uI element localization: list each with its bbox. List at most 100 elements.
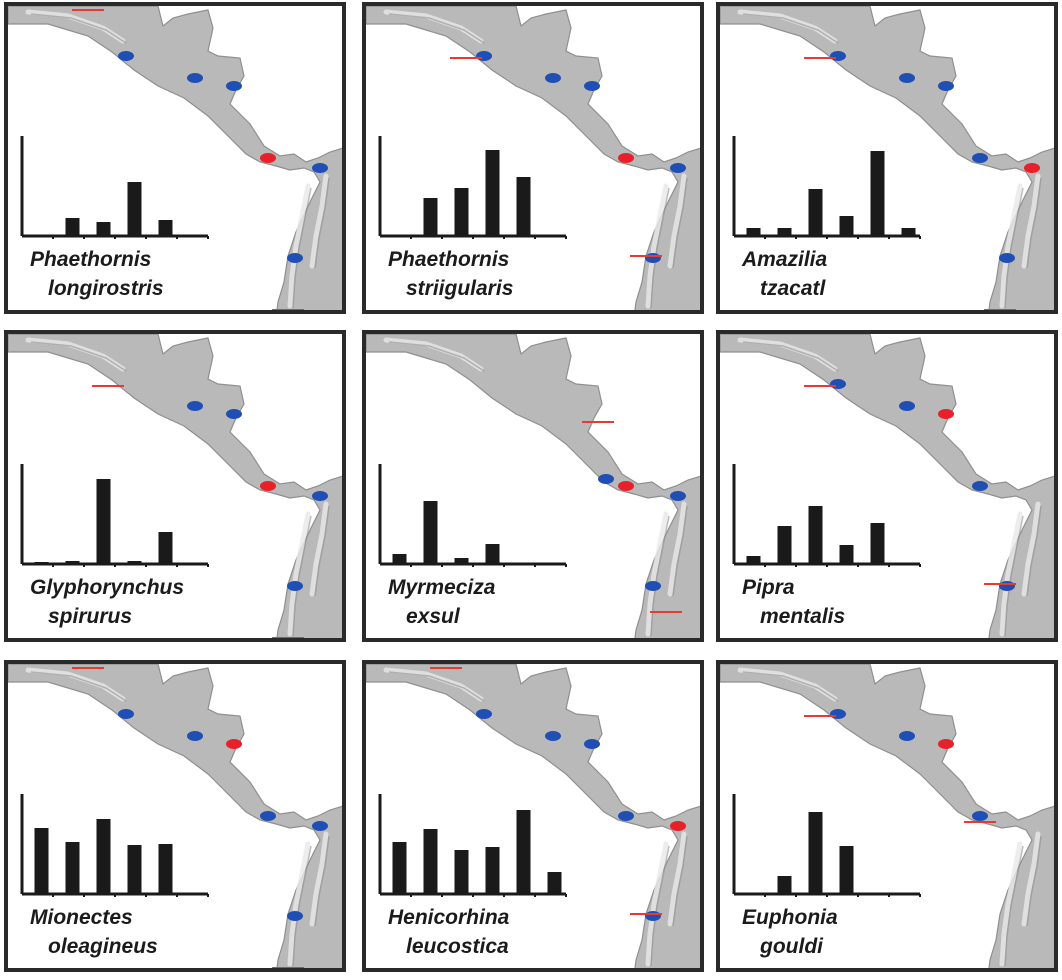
sampling-site-red	[938, 409, 954, 419]
sampling-site-red	[670, 821, 686, 831]
sampling-site-red	[226, 739, 242, 749]
species-name-genus: Mionectes	[30, 906, 133, 929]
sampling-site-blue	[476, 51, 492, 61]
ridge-shadow	[292, 845, 312, 967]
sampling-site-blue	[312, 163, 328, 173]
mountain-ridge	[287, 183, 311, 309]
ridge-shadow	[742, 341, 839, 372]
sampling-site-red	[260, 481, 276, 491]
ridge-shadow	[1026, 177, 1042, 269]
sampling-site-blue	[899, 401, 915, 411]
species-name-genus: Amazilia	[742, 248, 828, 271]
sampling-site-blue	[645, 253, 661, 263]
mountain-ridge	[309, 501, 329, 597]
mountain-ridge	[667, 501, 687, 597]
ridge-shadow	[672, 177, 688, 269]
bar	[65, 218, 80, 236]
mountain-ridge	[667, 173, 687, 269]
bar	[423, 198, 438, 236]
bar	[127, 561, 142, 564]
sampling-site-red	[1024, 163, 1040, 173]
bar-chart	[378, 136, 567, 239]
species-name-epithet: striigularis	[406, 277, 514, 300]
species-name-genus: Phaethornis	[30, 248, 152, 271]
sampling-site-blue	[118, 51, 134, 61]
bar	[96, 479, 111, 564]
bar	[839, 216, 854, 236]
sampling-site-blue	[476, 709, 492, 719]
species-name-genus: Glyphorynchus	[30, 576, 185, 599]
species-panel: Phaethornis longirostris	[4, 2, 346, 314]
species-name-genus: Pipra	[742, 576, 795, 599]
bar	[839, 846, 854, 894]
sampling-site-blue	[645, 581, 661, 591]
bar	[746, 228, 761, 236]
bar	[516, 177, 531, 236]
bar-chart	[20, 136, 209, 239]
sampling-site-red	[938, 739, 954, 749]
bar	[127, 845, 142, 894]
mountain-ridge	[999, 183, 1023, 309]
bar-chart	[732, 794, 921, 897]
species-name-epithet: longirostris	[48, 277, 164, 300]
sampling-site-blue	[287, 253, 303, 263]
bar	[746, 556, 761, 564]
bar	[127, 182, 142, 236]
mountain-ridge	[645, 183, 669, 309]
bar	[547, 872, 562, 894]
species-name-genus: Phaethornis	[388, 248, 510, 271]
sampling-site-blue	[999, 253, 1015, 263]
bar	[777, 526, 792, 564]
ridge-shadow	[388, 13, 485, 44]
sampling-site-blue	[287, 911, 303, 921]
sampling-site-blue	[972, 153, 988, 163]
ridge-shadow	[30, 671, 127, 702]
bar	[808, 189, 823, 236]
sampling-site-blue	[972, 481, 988, 491]
sampling-site-blue	[830, 51, 846, 61]
bar	[392, 842, 407, 894]
map-and-chart	[8, 664, 342, 968]
sampling-site-blue	[972, 811, 988, 821]
ridge-shadow	[650, 845, 670, 967]
ridge-shadow	[742, 671, 839, 702]
sampling-site-blue	[938, 81, 954, 91]
mountain-ridge	[309, 173, 329, 269]
species-panel: Glyphorynchus spirurus	[4, 330, 346, 642]
sampling-site-blue	[226, 409, 242, 419]
mountain-ridge	[999, 511, 1023, 637]
bar	[808, 506, 823, 564]
bar	[839, 545, 854, 564]
ridge-shadow	[292, 515, 312, 637]
species-panel: Amazilia tzacatl	[716, 2, 1058, 314]
mountain-ridge	[287, 511, 311, 637]
mountain-ridge	[1021, 173, 1041, 269]
species-panel: Henicorhina leucostica	[362, 660, 704, 972]
ridge-shadow	[30, 341, 127, 372]
sampling-site-blue	[118, 709, 134, 719]
sampling-site-blue	[187, 731, 203, 741]
map-and-chart	[366, 664, 700, 968]
ridge-shadow	[650, 515, 670, 637]
bar	[485, 847, 500, 894]
bar	[34, 828, 49, 894]
species-panel: Phaethornis striigularis	[362, 2, 704, 314]
sampling-site-blue	[545, 731, 561, 741]
species-name-genus: Myrmeciza	[388, 576, 496, 599]
species-name-genus: Euphonia	[742, 906, 838, 929]
bar	[423, 501, 438, 564]
sampling-site-blue	[899, 73, 915, 83]
species-name-epithet: oleagineus	[48, 935, 158, 958]
ridge-shadow	[742, 13, 839, 44]
bar	[901, 228, 916, 236]
mountain-ridge	[309, 831, 329, 927]
ridge-shadow	[292, 187, 312, 309]
map-and-chart	[720, 6, 1054, 310]
sampling-site-blue	[830, 709, 846, 719]
bar	[454, 850, 469, 894]
bar	[96, 222, 111, 236]
ridge-shadow	[314, 835, 330, 927]
ridge-shadow	[1004, 845, 1024, 967]
bar	[777, 228, 792, 236]
map-and-chart	[8, 6, 342, 310]
